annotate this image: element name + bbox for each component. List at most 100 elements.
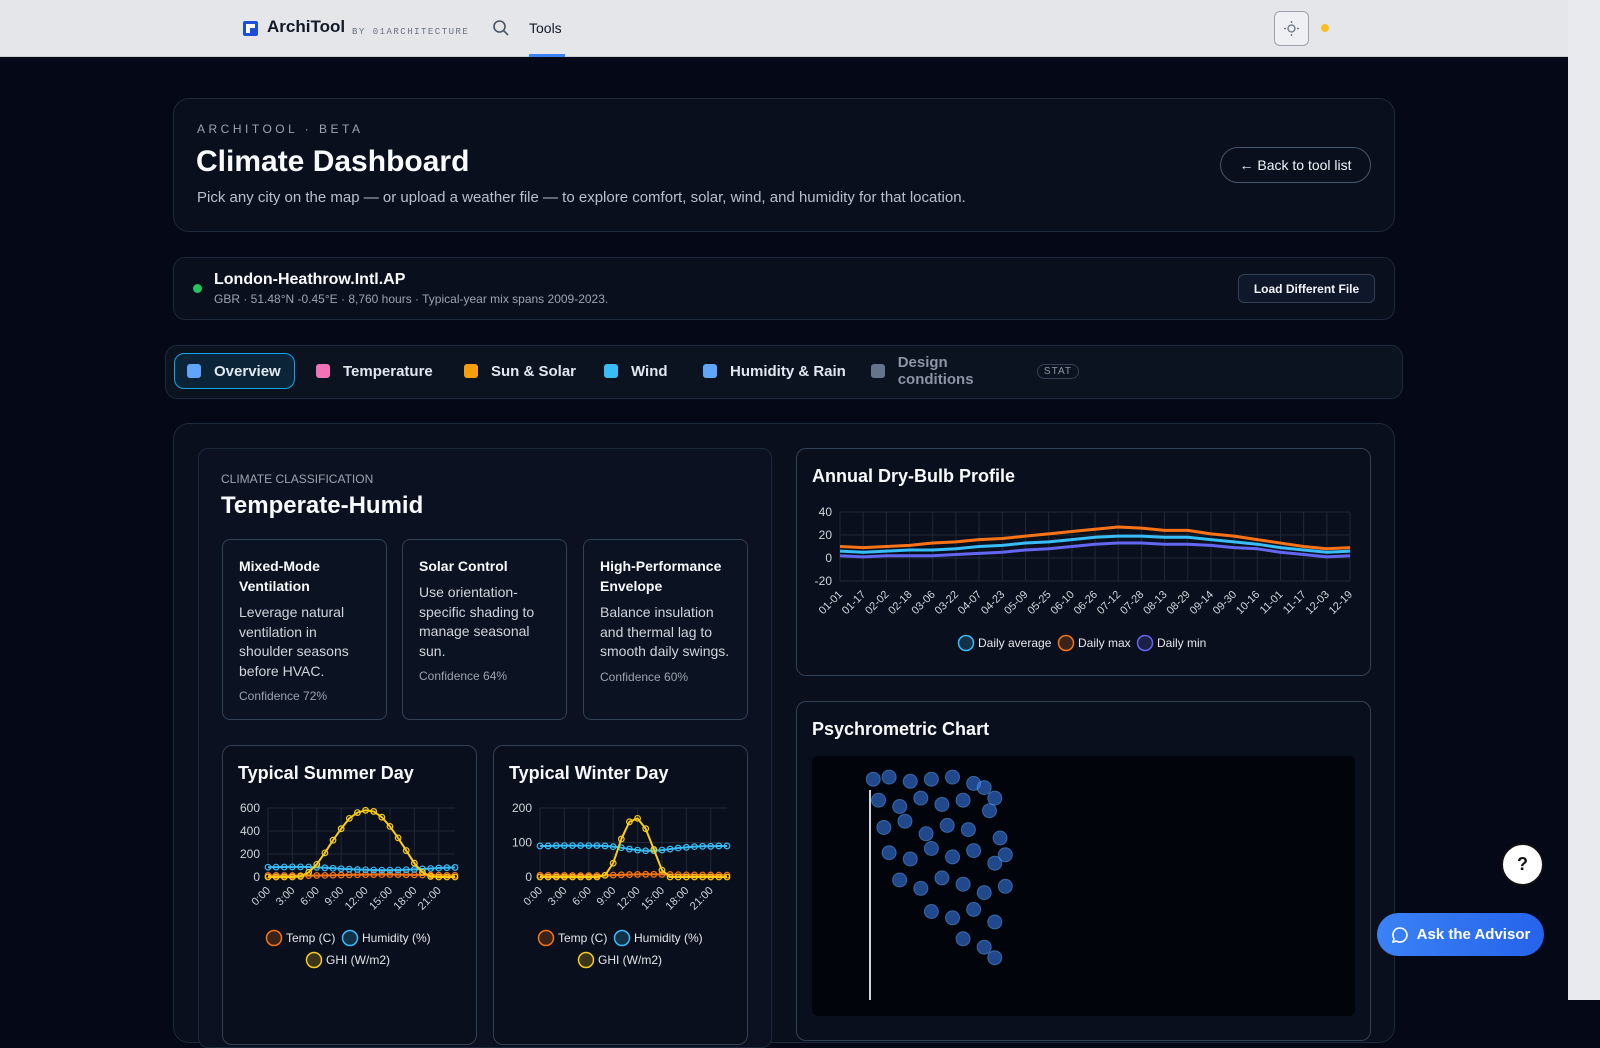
- point: [674, 873, 682, 881]
- point: [593, 842, 601, 850]
- point: [313, 860, 321, 868]
- x-tick-label: 12-19: [1327, 589, 1355, 617]
- point: [435, 873, 443, 881]
- point: [955, 792, 971, 808]
- tab[interactable]: Design conditions STAT: [859, 353, 1079, 389]
- back-button[interactable]: ← Back to tool list: [1220, 147, 1371, 183]
- point: [354, 809, 361, 816]
- help-button[interactable]: ?: [1501, 843, 1544, 886]
- point: [876, 820, 892, 835]
- point: [634, 871, 641, 878]
- recommendation-card: High-Performance Envelope Balance insulat…: [583, 539, 748, 720]
- x-tick-label: 09-30: [1211, 589, 1239, 617]
- point: [642, 847, 650, 855]
- point: [378, 813, 386, 821]
- tab-label[interactable]: Humidity & Rain: [730, 362, 846, 380]
- tab[interactable]: Humidity & Rain: [691, 353, 851, 389]
- tab-icon: [871, 364, 885, 378]
- search-icon[interactable]: [492, 19, 510, 37]
- y-tick-label: 0: [525, 870, 532, 884]
- tab[interactable]: Temperature: [304, 353, 444, 389]
- point: [634, 846, 641, 854]
- top-nav: ArchiTool BY 01ARCHITECTURE Tools: [0, 0, 1568, 57]
- advisor-button[interactable]: Ask the Advisor: [1377, 913, 1544, 956]
- chart-title: Psychrometric Chart: [812, 719, 990, 739]
- point: [345, 865, 353, 873]
- point: [443, 864, 451, 872]
- point: [280, 873, 288, 881]
- theme-toggle[interactable]: [1274, 11, 1309, 46]
- point: [666, 845, 674, 853]
- point: [272, 873, 280, 881]
- winter-card: [493, 745, 748, 1045]
- x-tick-label: 06-26: [1072, 589, 1100, 617]
- series-line: [839, 534, 1351, 554]
- point: [272, 863, 280, 871]
- advisor-label[interactable]: Ask the Advisor: [1416, 926, 1531, 943]
- point: [987, 855, 1003, 871]
- recommendation-card: Solar Control Use orientation-specific sh…: [402, 539, 567, 720]
- point: [609, 871, 617, 879]
- point: [723, 842, 731, 850]
- point: [321, 849, 329, 857]
- tab-label[interactable]: Wind: [631, 362, 668, 380]
- point: [337, 871, 345, 879]
- y-tick-label: 100: [512, 836, 532, 850]
- point: [370, 808, 378, 815]
- point: [723, 873, 731, 881]
- point: [918, 826, 934, 842]
- drybulb-card: [796, 448, 1371, 676]
- x-tick-label: 0:00: [249, 885, 273, 909]
- legend-swatch: [305, 951, 323, 969]
- brand[interactable]: ArchiTool: [267, 17, 346, 36]
- point: [544, 842, 552, 850]
- point: [691, 843, 698, 851]
- tab-label[interactable]: Overview: [214, 362, 281, 380]
- tab[interactable]: Wind: [592, 353, 682, 389]
- point: [585, 873, 593, 881]
- point: [560, 873, 568, 881]
- point: [552, 842, 560, 850]
- point: [658, 871, 666, 878]
- y-tick-label: 0: [825, 551, 832, 565]
- tab-label[interactable]: Sun & Solar: [491, 362, 577, 380]
- point: [934, 796, 950, 812]
- x-tick-label: 01-17: [840, 589, 868, 617]
- point: [715, 873, 723, 881]
- point: [378, 866, 386, 874]
- x-tick-label: 21:00: [416, 885, 444, 913]
- x-tick-label: 03-06: [909, 589, 937, 617]
- tab-label[interactable]: Temperature: [343, 362, 433, 380]
- point: [666, 873, 674, 881]
- point: [321, 871, 329, 879]
- tab-badge: STAT: [1036, 363, 1079, 379]
- tab[interactable]: Overview: [174, 353, 295, 389]
- point: [394, 866, 402, 874]
- header-card: [173, 98, 1395, 232]
- point: [569, 873, 576, 881]
- point: [892, 872, 908, 888]
- point: [939, 817, 955, 833]
- x-tick-label: 08-29: [1164, 589, 1192, 617]
- nav-link[interactable]: Tools: [529, 20, 562, 36]
- summer-card: [222, 745, 477, 1045]
- point: [609, 843, 617, 851]
- charts-layer: -200204001-0101-1702-0202-1803-0603-2204…: [240, 505, 1355, 969]
- point: [370, 871, 378, 878]
- x-tick-label: 03-22: [933, 589, 961, 617]
- x-tick-label: 6:00: [298, 885, 322, 909]
- byline: BY 01ARCHITECTURE: [352, 27, 470, 37]
- legend-label: Daily min: [1157, 636, 1206, 650]
- tab[interactable]: Sun & Solar: [452, 353, 584, 389]
- tab-bar: [165, 345, 1403, 399]
- point: [370, 866, 378, 874]
- point: [691, 873, 698, 881]
- point: [966, 901, 982, 917]
- chat-icon: [1391, 926, 1408, 943]
- card-confidence: Confidence 64%: [419, 669, 508, 684]
- tab-label[interactable]: Design conditions: [897, 354, 974, 388]
- load-file-button[interactable]: Load Different File: [1238, 274, 1375, 303]
- legend-swatch: [1136, 634, 1154, 652]
- point: [362, 866, 369, 874]
- point: [699, 842, 707, 850]
